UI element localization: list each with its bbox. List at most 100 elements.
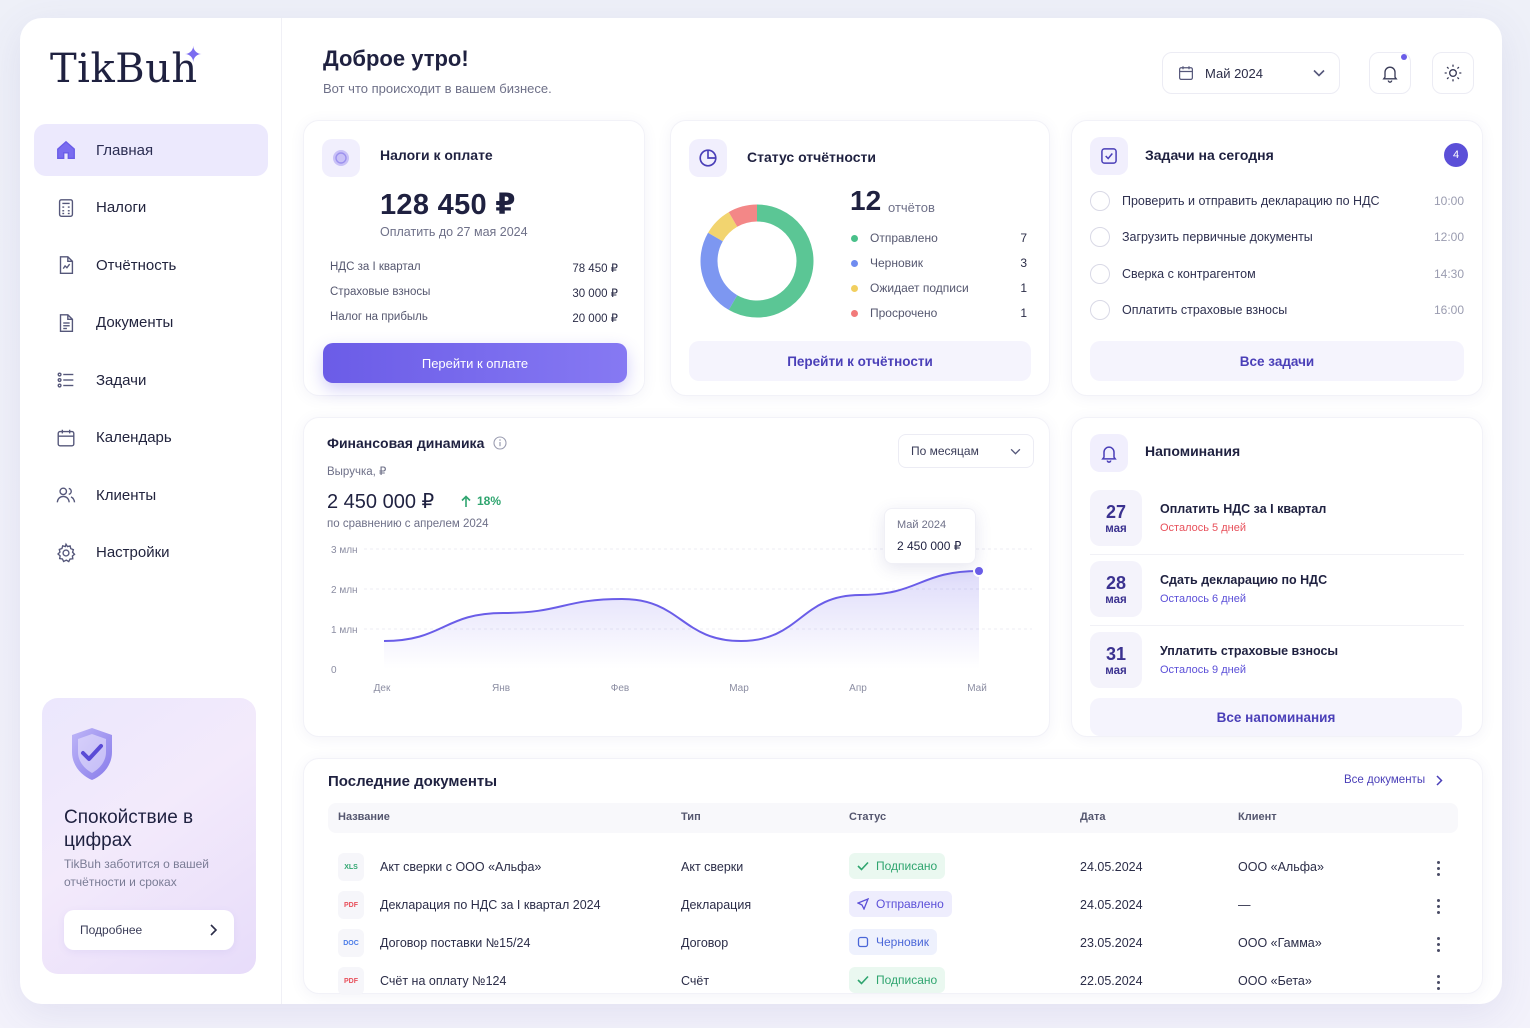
page-subtitle: Вот что происходит в вашем бизнесе. bbox=[323, 81, 552, 96]
more-menu-icon[interactable] bbox=[1430, 933, 1446, 955]
legend-value: 1 bbox=[1020, 281, 1027, 295]
notifications-button[interactable] bbox=[1369, 52, 1411, 94]
all-tasks-button[interactable]: Все задачи bbox=[1090, 341, 1464, 381]
doc-client: ООО «Альфа» bbox=[1238, 860, 1324, 874]
month-select[interactable]: Май 2024 bbox=[1162, 52, 1340, 94]
more-menu-icon[interactable] bbox=[1430, 971, 1446, 993]
legend-dot bbox=[851, 234, 858, 242]
sidebar-item-home[interactable]: Главная bbox=[34, 124, 268, 176]
reminder-days-left: Осталось 5 дней bbox=[1160, 522, 1246, 534]
sidebar-item-documents[interactable]: Документы bbox=[34, 297, 268, 349]
status-badge: Черновик bbox=[849, 929, 937, 955]
tax-row: Налог на прибыль 20 000 ₽ bbox=[330, 311, 618, 325]
task-item[interactable]: Загрузить первичные документы 12:00 bbox=[1090, 227, 1464, 247]
sidebar-item-settings[interactable]: Настройки bbox=[34, 527, 268, 579]
documents-card: Последние документы Все документы Назван… bbox=[303, 758, 1483, 995]
reminder-title: Сдать декларацию по НДС bbox=[1160, 573, 1328, 587]
reminder-item[interactable]: 31 мая Уплатить страховые взносы Осталос… bbox=[1090, 632, 1464, 688]
doc-date: 24.05.2024 bbox=[1080, 860, 1143, 874]
legend-label: Отправлено bbox=[870, 231, 938, 245]
tax-row-value: 78 450 ₽ bbox=[572, 263, 618, 275]
tooltip-value: 2 450 000 ₽ bbox=[897, 539, 962, 553]
legend-dot bbox=[851, 309, 858, 317]
taxes-due: Оплатить до 27 мая 2024 bbox=[380, 225, 528, 239]
task-checkbox[interactable] bbox=[1090, 191, 1110, 211]
table-row[interactable]: PDF Счёт на оплату №124 Счёт Подписано 2… bbox=[328, 963, 1458, 1001]
task-item[interactable]: Проверить и отправить декларацию по НДС … bbox=[1090, 191, 1464, 211]
documents-title: Последние документы bbox=[328, 773, 498, 790]
bell-icon bbox=[1090, 434, 1128, 472]
finance-change: 18% bbox=[460, 494, 501, 508]
x-tick-label: Дек bbox=[374, 683, 391, 694]
taxes-card: Налоги к оплате 128 450 ₽ Оплатить до 27… bbox=[303, 120, 645, 396]
more-menu-icon[interactable] bbox=[1430, 857, 1446, 879]
finance-metric-label: Выручка, ₽ bbox=[327, 466, 387, 478]
reminder-day: 27 bbox=[1105, 501, 1127, 522]
table-row[interactable]: XLS Акт сверки с ООО «Альфа» Акт сверки … bbox=[328, 849, 1458, 887]
status-label: Подписано bbox=[876, 973, 938, 987]
sidebar-item-clients[interactable]: Клиенты bbox=[34, 469, 268, 521]
donut-slice bbox=[708, 212, 738, 242]
task-item[interactable]: Сверка с контрагентом 14:30 bbox=[1090, 264, 1464, 284]
doc-type: Счёт bbox=[681, 974, 710, 988]
column-header-type[interactable]: Тип bbox=[681, 811, 701, 823]
reminder-month: мая bbox=[1105, 664, 1127, 677]
doc-client: — bbox=[1238, 898, 1251, 912]
sidebar-item-tasks[interactable]: Задачи bbox=[34, 354, 268, 406]
promo-more-button[interactable]: Подробнее bbox=[64, 910, 234, 950]
sidebar-item-calendar[interactable]: Календарь bbox=[34, 412, 268, 464]
task-checkbox[interactable] bbox=[1090, 300, 1110, 320]
reminder-days-left: Осталось 9 дней bbox=[1160, 664, 1246, 676]
doc-type: Договор bbox=[681, 936, 729, 950]
period-select[interactable]: По месяцам bbox=[898, 434, 1034, 468]
task-time: 10:00 bbox=[1433, 194, 1464, 208]
calculator-icon bbox=[54, 196, 78, 220]
legend-dot bbox=[851, 259, 858, 267]
draft-icon bbox=[857, 936, 869, 948]
arrow-up-icon bbox=[461, 494, 471, 507]
column-header-client[interactable]: Клиент bbox=[1238, 811, 1277, 823]
finance-change-value: 18% bbox=[477, 494, 502, 508]
data-point-highlight[interactable] bbox=[973, 565, 985, 577]
tax-row: НДС за I квартал 78 450 ₽ bbox=[330, 261, 618, 275]
reminder-item[interactable]: 28 мая Сдать декларацию по НДС Осталось … bbox=[1090, 561, 1464, 617]
doc-date: 24.05.2024 bbox=[1080, 898, 1143, 912]
all-reminders-button[interactable]: Все напоминания bbox=[1090, 698, 1462, 736]
status-badge: Подписано bbox=[849, 967, 946, 993]
all-documents-link[interactable]: Все документы bbox=[1344, 774, 1443, 786]
legend-label: Черновик bbox=[870, 256, 923, 270]
column-header-status[interactable]: Статус bbox=[849, 811, 887, 823]
reminder-item[interactable]: 27 мая Оплатить НДС за I квартал Осталос… bbox=[1090, 490, 1464, 546]
task-checkbox[interactable] bbox=[1090, 227, 1110, 247]
column-header-name[interactable]: Название bbox=[338, 811, 390, 823]
table-row[interactable]: PDF Декларация по НДС за I квартал 2024 … bbox=[328, 887, 1458, 925]
y-tick-label: 0 bbox=[331, 665, 337, 676]
y-tick-label: 3 млн bbox=[331, 545, 358, 556]
legend-dot bbox=[851, 284, 858, 292]
theme-toggle-button[interactable] bbox=[1432, 52, 1474, 94]
task-checkbox[interactable] bbox=[1090, 264, 1110, 284]
tasks-card: Задачи на сегодня 4 Проверить и отправит… bbox=[1071, 120, 1483, 396]
task-item[interactable]: Оплатить страховые взносы 16:00 bbox=[1090, 300, 1464, 320]
gear-icon bbox=[54, 541, 78, 565]
sidebar-nav: Главная Налоги Отчётность Документы bbox=[34, 124, 268, 584]
sun-icon bbox=[1444, 64, 1462, 82]
pay-button[interactable]: Перейти к оплате bbox=[323, 343, 627, 383]
sidebar-item-reports[interactable]: Отчётность bbox=[34, 239, 268, 291]
line-series bbox=[383, 570, 980, 643]
more-menu-icon[interactable] bbox=[1430, 895, 1446, 917]
legend-value: 7 bbox=[1020, 231, 1027, 245]
check-icon bbox=[857, 861, 869, 871]
divider bbox=[1090, 625, 1464, 626]
reminder-date: 31 мая bbox=[1090, 632, 1142, 688]
reports-button[interactable]: Перейти к отчётности bbox=[689, 341, 1031, 381]
doc-name: Акт сверки с ООО «Альфа» bbox=[380, 860, 542, 874]
column-header-date[interactable]: Дата bbox=[1080, 811, 1106, 823]
divider bbox=[1090, 554, 1464, 555]
table-row[interactable]: DOC Договор поставки №15/24 Договор Черн… bbox=[328, 925, 1458, 963]
sparkle-icon: ✦ bbox=[184, 42, 203, 67]
reminder-date: 28 мая bbox=[1090, 561, 1142, 617]
sidebar-item-taxes[interactable]: Налоги bbox=[34, 182, 268, 234]
info-icon[interactable] bbox=[493, 436, 507, 450]
brand-logo[interactable]: TikBuh bbox=[50, 46, 198, 92]
